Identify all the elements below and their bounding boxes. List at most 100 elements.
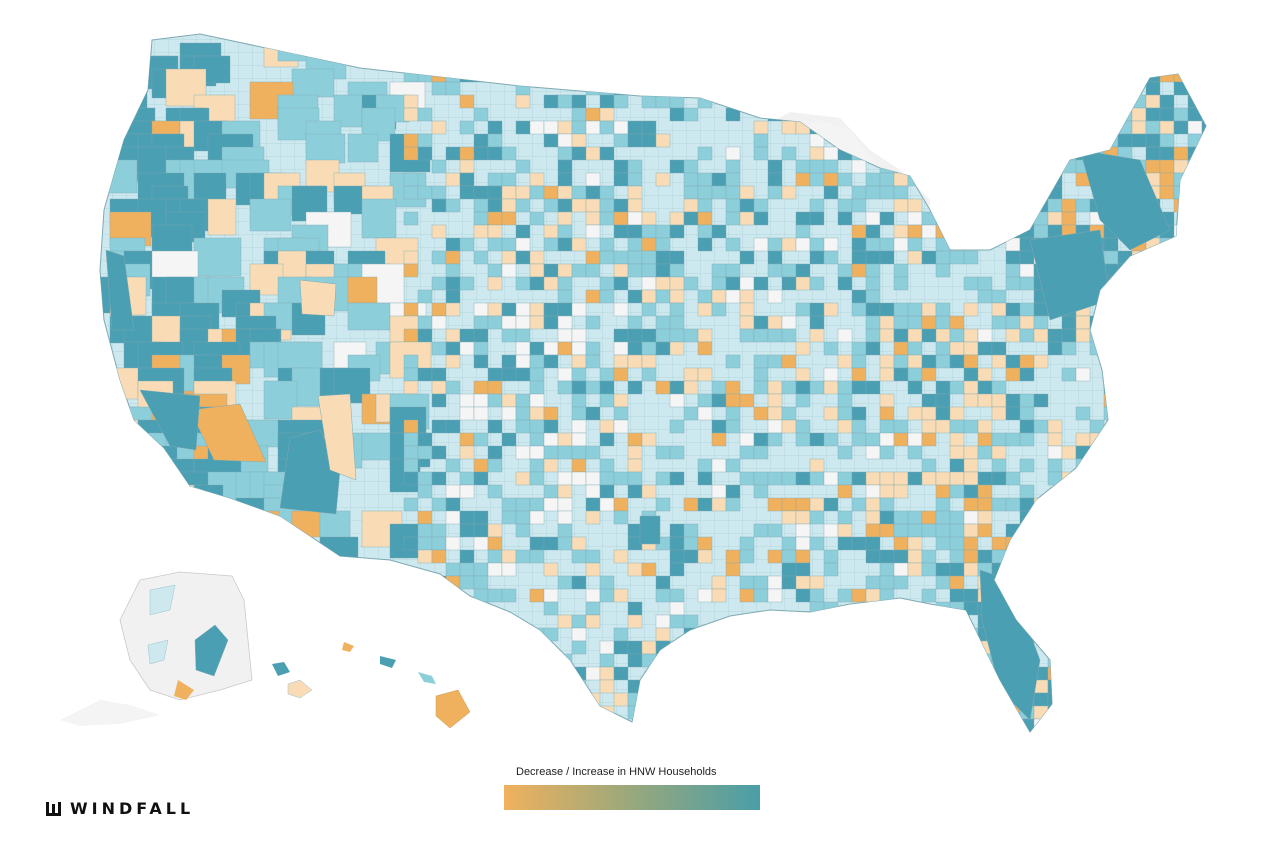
county-cell bbox=[725, 276, 741, 291]
county-cell bbox=[1131, 302, 1147, 317]
county-cell bbox=[1089, 536, 1105, 551]
county-cell bbox=[809, 731, 825, 732]
county-cell bbox=[431, 198, 447, 213]
county-cell bbox=[865, 705, 881, 720]
county-cell bbox=[445, 276, 461, 291]
county-cell bbox=[1173, 731, 1189, 732]
county-cell bbox=[1103, 679, 1119, 694]
county-cell bbox=[557, 133, 573, 148]
county-cell bbox=[445, 81, 461, 96]
county-cell bbox=[711, 458, 727, 473]
county-cell bbox=[431, 42, 447, 57]
county-cell bbox=[585, 68, 601, 83]
county-cell bbox=[795, 68, 811, 83]
county-cell bbox=[613, 224, 629, 239]
county-cell bbox=[1047, 666, 1063, 681]
county-cell bbox=[963, 107, 979, 122]
county-cell bbox=[473, 34, 489, 44]
county-cell bbox=[809, 68, 825, 83]
county-cell bbox=[1089, 120, 1105, 135]
county-cell bbox=[1159, 289, 1175, 304]
county-cell bbox=[1005, 432, 1021, 447]
county-cell bbox=[529, 276, 545, 291]
county-cell bbox=[669, 250, 685, 265]
county-cell bbox=[599, 237, 615, 252]
county-cell bbox=[501, 328, 517, 343]
county-cell bbox=[823, 653, 839, 668]
county-cell bbox=[949, 692, 965, 707]
county-cell bbox=[697, 692, 713, 707]
county-cell bbox=[1145, 640, 1161, 655]
county-cell bbox=[991, 107, 1007, 122]
county-cell bbox=[767, 237, 783, 252]
county-cell bbox=[1047, 588, 1063, 603]
county-cell bbox=[627, 328, 643, 343]
county-cell bbox=[851, 497, 867, 512]
county-cell bbox=[1075, 81, 1091, 96]
county-cell bbox=[1145, 653, 1161, 668]
county-cell bbox=[753, 640, 769, 655]
county-cell bbox=[1187, 601, 1203, 616]
county-cell bbox=[1019, 42, 1035, 57]
county-cell bbox=[571, 120, 587, 135]
county-cell bbox=[823, 549, 839, 564]
county-cell bbox=[837, 406, 853, 421]
county-cell bbox=[431, 55, 447, 70]
county-cell bbox=[515, 393, 531, 408]
county-cell bbox=[473, 588, 489, 603]
county-cell bbox=[613, 198, 629, 213]
county-cell bbox=[1187, 55, 1203, 70]
county-cell bbox=[599, 653, 615, 668]
county-cell bbox=[1033, 302, 1049, 317]
county-cell bbox=[641, 211, 657, 226]
county-cell bbox=[1061, 653, 1077, 668]
county-cell bbox=[1103, 42, 1119, 57]
county-cell bbox=[1103, 614, 1119, 629]
county-cell bbox=[1103, 705, 1119, 720]
county-cell bbox=[1047, 211, 1063, 226]
county-cell bbox=[459, 159, 475, 174]
county-cell bbox=[865, 380, 881, 395]
county-cell bbox=[753, 120, 769, 135]
county-cell bbox=[473, 406, 489, 421]
county-cell bbox=[501, 549, 517, 564]
county-cell bbox=[683, 367, 699, 382]
county-cell bbox=[1019, 354, 1035, 369]
county-cell bbox=[683, 497, 699, 512]
county-cell bbox=[585, 185, 601, 200]
county-cell bbox=[851, 68, 867, 83]
county-cell bbox=[1019, 484, 1035, 499]
county-cell bbox=[809, 302, 825, 317]
county-cell bbox=[823, 731, 839, 732]
county-cell bbox=[1159, 185, 1175, 200]
county-cell bbox=[613, 588, 629, 603]
county-cell bbox=[641, 562, 657, 577]
county-cell bbox=[1131, 640, 1147, 655]
county-cell bbox=[445, 536, 461, 551]
county-cell bbox=[655, 289, 671, 304]
county-cell bbox=[1019, 68, 1035, 83]
county-cell bbox=[711, 302, 727, 317]
county-cell bbox=[515, 42, 531, 57]
county-cell bbox=[487, 705, 503, 720]
county-cell bbox=[893, 315, 909, 330]
county-cell bbox=[753, 588, 769, 603]
county-cell bbox=[725, 549, 741, 564]
county-cell bbox=[795, 510, 811, 525]
county-cell bbox=[711, 289, 727, 304]
county-cell bbox=[585, 471, 601, 486]
county-cell bbox=[879, 640, 895, 655]
county-cell bbox=[809, 510, 825, 525]
county-cell bbox=[1103, 328, 1119, 343]
county-cell bbox=[459, 120, 475, 135]
county-cell bbox=[571, 432, 587, 447]
county-cell bbox=[1201, 237, 1206, 252]
county-cell bbox=[1089, 640, 1105, 655]
county-cell bbox=[795, 393, 811, 408]
county-cell bbox=[501, 562, 517, 577]
county-cell bbox=[697, 198, 713, 213]
county-cell bbox=[697, 146, 713, 161]
county-cell bbox=[193, 172, 227, 201]
county-cell bbox=[585, 614, 601, 629]
county-cell bbox=[1131, 692, 1147, 707]
